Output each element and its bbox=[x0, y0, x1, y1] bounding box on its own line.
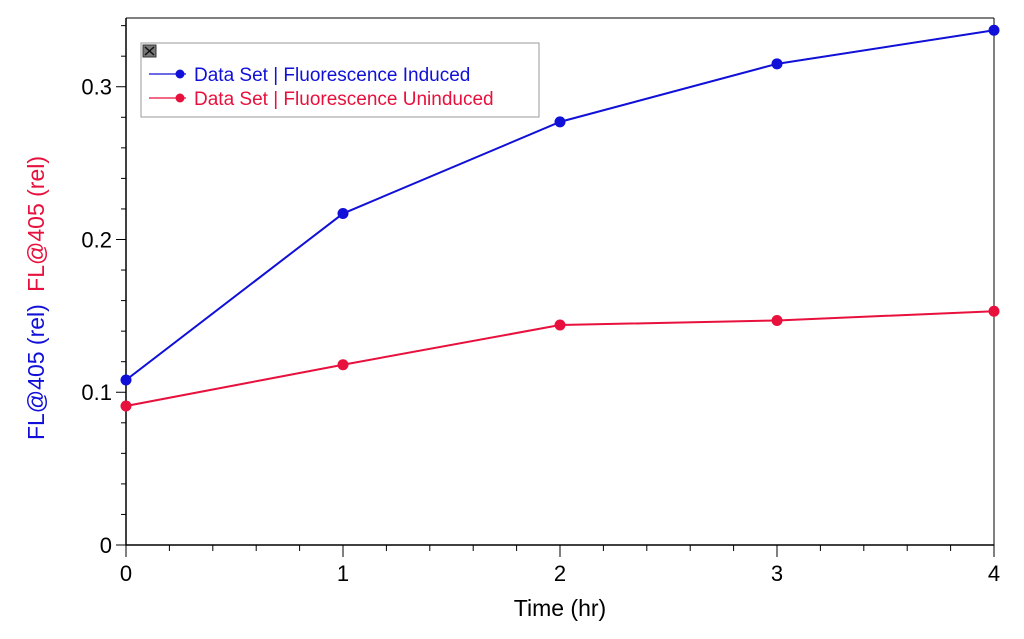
y-tick-label: 0.3 bbox=[81, 75, 112, 100]
y-tick-label: 0 bbox=[100, 533, 112, 558]
data-point bbox=[337, 359, 349, 371]
legend-label: Data Set | Fluorescence Induced bbox=[194, 65, 470, 86]
data-point bbox=[988, 305, 1000, 317]
x-tick-label: 2 bbox=[554, 561, 566, 586]
data-point bbox=[337, 208, 349, 220]
legend-swatch-marker bbox=[175, 93, 185, 103]
legend-box bbox=[140, 42, 540, 118]
x-axis-title: Time (hr) bbox=[514, 595, 606, 621]
data-point bbox=[771, 58, 783, 70]
y-axis-title: FL@405 (rel) FL@405 (rel) bbox=[23, 156, 49, 440]
data-point bbox=[120, 374, 132, 386]
x-tick-label: 0 bbox=[120, 561, 132, 586]
legend[interactable]: Data Set | Fluorescence Induced Data Set … bbox=[140, 42, 540, 118]
axes: 0 1 2 3 4 0 0.1 0.2 0.3 bbox=[81, 17, 1000, 586]
legend-entries: Data Set | Fluorescence Induced Data Set … bbox=[149, 65, 494, 110]
legend-swatch-marker bbox=[175, 69, 185, 79]
data-point bbox=[771, 314, 783, 326]
data-point bbox=[554, 319, 566, 331]
x-tick-label: 1 bbox=[337, 561, 349, 586]
y-tick-label: 0.1 bbox=[81, 380, 112, 405]
x-tick-label: 4 bbox=[988, 561, 1000, 586]
y-axis-title-uninduced: FL@405 (rel) bbox=[23, 156, 49, 292]
data-point bbox=[988, 24, 1000, 36]
y-axis-title-induced: FL@405 (rel) bbox=[23, 304, 49, 440]
data-point bbox=[120, 400, 132, 412]
data-point bbox=[554, 116, 566, 128]
close-icon[interactable] bbox=[142, 44, 157, 58]
x-tick-label: 3 bbox=[771, 561, 783, 586]
y-tick-label: 0.2 bbox=[81, 227, 112, 252]
legend-label: Data Set | Fluorescence Uninduced bbox=[194, 89, 494, 110]
series-layer bbox=[120, 24, 1000, 412]
